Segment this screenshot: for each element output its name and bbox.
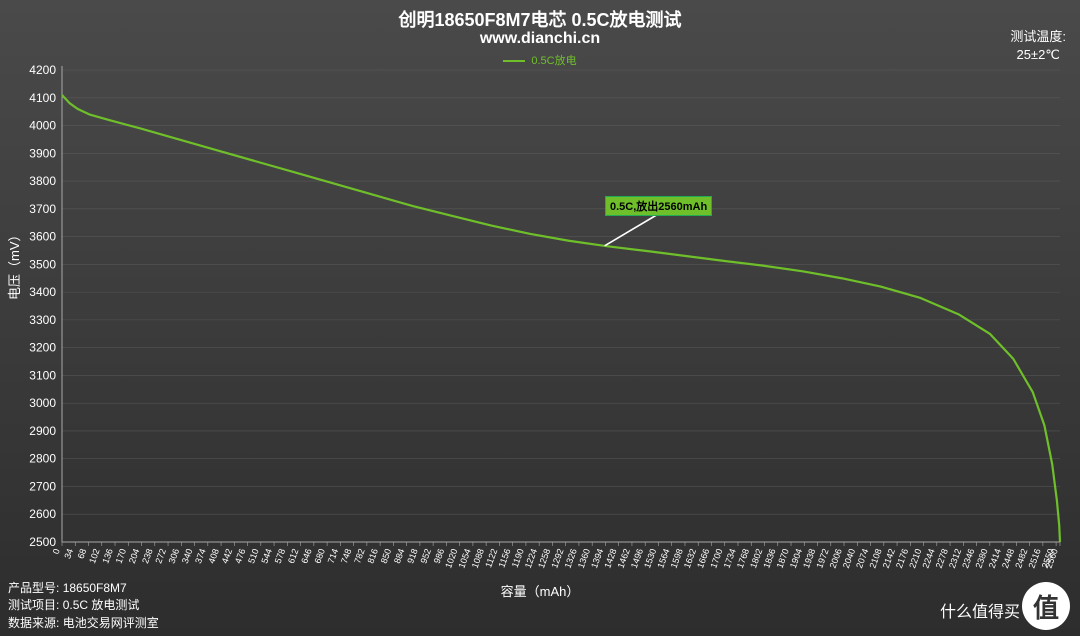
svg-text:306: 306 bbox=[167, 547, 182, 565]
svg-text:3000: 3000 bbox=[29, 396, 56, 410]
svg-text:442: 442 bbox=[220, 547, 235, 565]
svg-text:3300: 3300 bbox=[29, 313, 56, 327]
svg-text:68: 68 bbox=[76, 547, 89, 560]
meta-val: 0.5C 放电测试 bbox=[63, 598, 140, 612]
svg-text:2900: 2900 bbox=[29, 424, 56, 438]
svg-text:2500: 2500 bbox=[29, 535, 56, 549]
svg-text:136: 136 bbox=[100, 547, 115, 565]
svg-text:952: 952 bbox=[418, 547, 433, 565]
svg-text:510: 510 bbox=[246, 547, 261, 565]
svg-text:204: 204 bbox=[127, 547, 142, 565]
svg-text:578: 578 bbox=[273, 547, 288, 565]
svg-text:3700: 3700 bbox=[29, 202, 56, 216]
svg-text:102: 102 bbox=[87, 547, 102, 565]
meta-val: 电池交易网评测室 bbox=[63, 616, 159, 630]
svg-text:850: 850 bbox=[379, 547, 394, 565]
svg-text:3800: 3800 bbox=[29, 174, 56, 188]
meta-key: 测试项目: bbox=[8, 597, 59, 614]
svg-text:782: 782 bbox=[352, 547, 367, 565]
svg-text:4000: 4000 bbox=[29, 119, 56, 133]
svg-text:3500: 3500 bbox=[29, 257, 56, 271]
svg-text:3900: 3900 bbox=[29, 146, 56, 160]
svg-text:3400: 3400 bbox=[29, 285, 56, 299]
svg-text:0: 0 bbox=[51, 547, 62, 555]
svg-text:4100: 4100 bbox=[29, 91, 56, 105]
plot-svg: 2500260027002800290030003100320033003400… bbox=[0, 0, 1080, 636]
svg-text:3100: 3100 bbox=[29, 368, 56, 382]
svg-text:238: 238 bbox=[140, 547, 155, 565]
watermark-glyph: 值 bbox=[1033, 588, 1059, 625]
meta-key: 产品型号: bbox=[8, 580, 59, 597]
svg-text:680: 680 bbox=[312, 547, 327, 565]
svg-text:476: 476 bbox=[233, 547, 248, 565]
svg-text:34: 34 bbox=[62, 547, 75, 560]
svg-text:2700: 2700 bbox=[29, 479, 56, 493]
svg-text:884: 884 bbox=[392, 547, 407, 565]
svg-text:170: 170 bbox=[114, 547, 129, 565]
watermark-text: 什么值得买 bbox=[940, 598, 1020, 622]
callout-label: 0.5C,放出2560mAh bbox=[605, 196, 712, 216]
svg-text:3200: 3200 bbox=[29, 341, 56, 355]
svg-text:2800: 2800 bbox=[29, 452, 56, 466]
watermark: 值 什么值得买 bbox=[860, 578, 1080, 636]
svg-text:4200: 4200 bbox=[29, 63, 56, 77]
svg-text:340: 340 bbox=[180, 547, 195, 565]
meta-row: 数据来源: 电池交易网评测室 bbox=[8, 615, 159, 632]
svg-text:714: 714 bbox=[326, 547, 341, 565]
meta-block: 产品型号: 18650F8M7测试项目: 0.5C 放电测试数据来源: 电池交易… bbox=[8, 580, 159, 632]
svg-text:918: 918 bbox=[405, 547, 420, 565]
svg-text:646: 646 bbox=[299, 547, 314, 565]
svg-text:612: 612 bbox=[286, 547, 301, 565]
watermark-circle: 值 bbox=[1022, 582, 1070, 630]
svg-text:2600: 2600 bbox=[29, 507, 56, 521]
svg-text:544: 544 bbox=[259, 547, 274, 565]
meta-key: 数据来源: bbox=[8, 615, 59, 632]
svg-text:816: 816 bbox=[365, 547, 380, 565]
svg-text:272: 272 bbox=[153, 547, 168, 565]
svg-text:748: 748 bbox=[339, 547, 354, 565]
chart-root: 创明18650F8M7电芯 0.5C放电测试 www.dianchi.cn 0.… bbox=[0, 0, 1080, 636]
svg-text:408: 408 bbox=[206, 547, 221, 565]
meta-row: 测试项目: 0.5C 放电测试 bbox=[8, 597, 159, 614]
svg-text:3600: 3600 bbox=[29, 230, 56, 244]
meta-val: 18650F8M7 bbox=[63, 581, 127, 595]
svg-text:374: 374 bbox=[193, 547, 208, 565]
meta-row: 产品型号: 18650F8M7 bbox=[8, 580, 159, 597]
